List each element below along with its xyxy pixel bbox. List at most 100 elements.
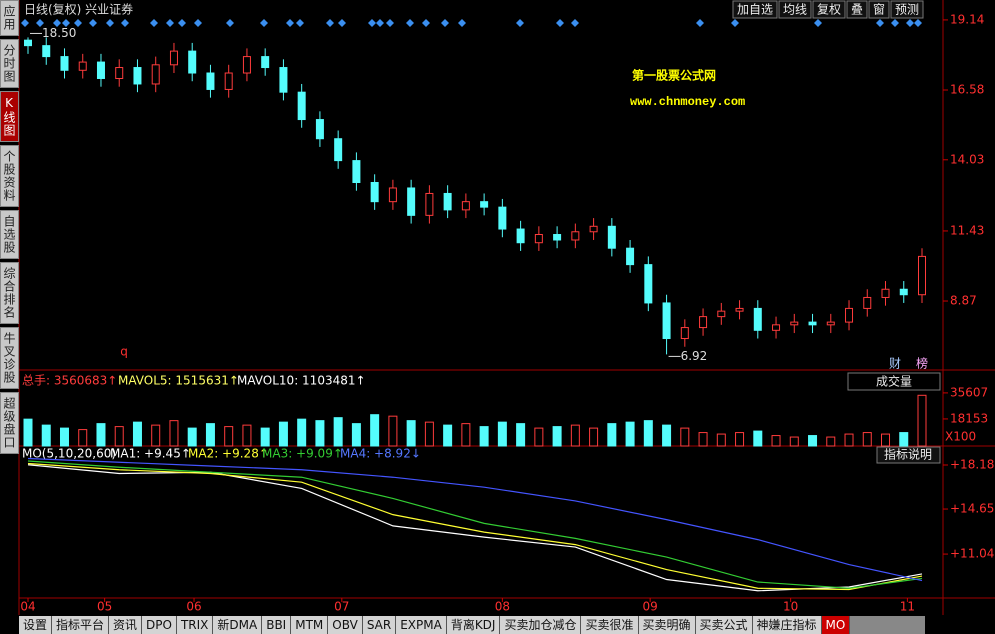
y-tick-label: +14.65 [950, 502, 994, 516]
volume-bar [187, 427, 197, 447]
bottom-tab[interactable]: 买卖明确 [638, 616, 696, 634]
unit-label: X100 [945, 430, 976, 444]
toolbar-button[interactable] [778, 0, 812, 19]
volume-bar [151, 424, 161, 447]
bottom-tab[interactable]: 神嫌庄指标 [752, 616, 822, 634]
signal-diamond [36, 19, 44, 27]
candle-body [96, 61, 105, 79]
side-tab[interactable]: 综合排名 [0, 262, 19, 324]
side-tab[interactable]: K线图 [0, 91, 19, 142]
bottom-tab[interactable]: 指标平台 [52, 616, 110, 634]
volume-bar [881, 433, 891, 447]
volume-bar [370, 414, 380, 447]
side-tab[interactable]: 应用 [0, 0, 19, 36]
volume-bar [96, 423, 106, 447]
volume-bar [862, 432, 872, 447]
toolbar-label: 加自选 [737, 3, 773, 17]
bottom-tab[interactable]: TRIX [176, 616, 214, 634]
x-tick-label: 07 [334, 600, 349, 614]
bottom-tab[interactable]: 设置 [19, 616, 53, 634]
bottom-tab[interactable]: 买卖加仓减仓 [500, 616, 582, 634]
annotation: 6.92 [681, 349, 708, 363]
volume-bar [735, 432, 745, 447]
candle-body [151, 64, 160, 85]
volume-bar [333, 417, 343, 447]
volume-bar [424, 421, 434, 447]
volume-bar [169, 420, 179, 447]
signal-diamond [338, 19, 346, 27]
volume-bar [643, 420, 653, 447]
toolbar-button[interactable] [868, 0, 890, 19]
candle-body [261, 56, 270, 69]
signal-diamond [731, 19, 739, 27]
candle-body [699, 316, 708, 329]
candle-body [78, 61, 87, 71]
volume-bar [205, 423, 215, 447]
volume-bar [826, 436, 836, 447]
bottom-tab[interactable]: MTM [291, 616, 329, 634]
bottom-tab[interactable]: BBI [262, 616, 292, 634]
candle-body [553, 234, 562, 241]
volume-bar [625, 421, 635, 447]
volume-bar [242, 424, 252, 447]
candle-body [571, 231, 580, 241]
signal-diamond [178, 19, 186, 27]
x-tick-label: 10 [783, 600, 798, 614]
side-tab[interactable]: 超级盘口 [0, 392, 19, 454]
toolbar-label: 均线 [783, 3, 807, 17]
y-tick-label: +11.04 [950, 547, 994, 561]
candle-body [644, 264, 653, 304]
marker: 财 [889, 357, 901, 371]
candle-body [826, 321, 835, 326]
indicator-line [27, 457, 923, 582]
bottom-tab[interactable]: MO [821, 616, 851, 634]
annotation: 18.50 [42, 26, 76, 40]
volume-bar [771, 435, 781, 447]
volume-bar [260, 427, 270, 447]
toolbar-button[interactable] [732, 0, 778, 19]
bottom-tab[interactable]: SAR [362, 616, 397, 634]
signal-diamond [376, 19, 384, 27]
candle-body [297, 91, 306, 121]
button[interactable] [876, 446, 941, 464]
bottom-tab[interactable]: 买卖公式 [695, 616, 753, 634]
toolbar-button[interactable] [812, 0, 846, 19]
bottom-tab[interactable]: 背离KDJ [446, 616, 501, 634]
panel-header: MA1: +9.45↑ [110, 447, 191, 461]
toolbar-label: 复权 [817, 3, 841, 17]
toolbar-label: 叠 [851, 3, 863, 17]
side-tab[interactable]: 分时图 [0, 39, 19, 88]
bottom-tab[interactable]: 资讯 [109, 616, 143, 634]
side-tab[interactable]: 自选股 [0, 210, 19, 259]
background [0, 0, 995, 615]
volume-bar [716, 433, 726, 447]
signal-diamond [296, 19, 304, 27]
x-tick-label: 06 [186, 600, 201, 614]
signal-diamond [516, 19, 524, 27]
signal-diamond [166, 19, 174, 27]
y-tick-label: 8.87 [950, 294, 977, 308]
side-tab[interactable]: 牛叉诊股 [0, 327, 19, 389]
bottom-tab[interactable]: 买卖很准 [581, 616, 639, 634]
signal-diamond [53, 19, 61, 27]
dropdown[interactable] [847, 372, 941, 391]
bottom-tab[interactable]: DPO [142, 616, 177, 634]
toolbar-button[interactable] [890, 0, 924, 19]
bottom-tab[interactable]: OBV [328, 616, 363, 634]
bottom-tab[interactable]: EXPMA [396, 616, 447, 634]
side-tab[interactable]: 个股资料 [0, 145, 19, 207]
watermark: 第一股票公式网 [632, 68, 716, 83]
candle-body [735, 307, 744, 312]
bottom-tab[interactable]: 新DMA [213, 616, 263, 634]
volume-bar [59, 427, 69, 447]
panel-header: MA4: +8.92↓ [340, 447, 421, 461]
toolbar-button[interactable] [846, 0, 868, 19]
signal-diamond [914, 19, 922, 27]
candle-body [115, 67, 124, 79]
panel-header: 总手: 3560683↑ [22, 374, 117, 388]
volume-bar [297, 418, 307, 447]
candle-body [534, 234, 543, 244]
signal-diamond [368, 19, 376, 27]
candle-body [42, 45, 51, 58]
